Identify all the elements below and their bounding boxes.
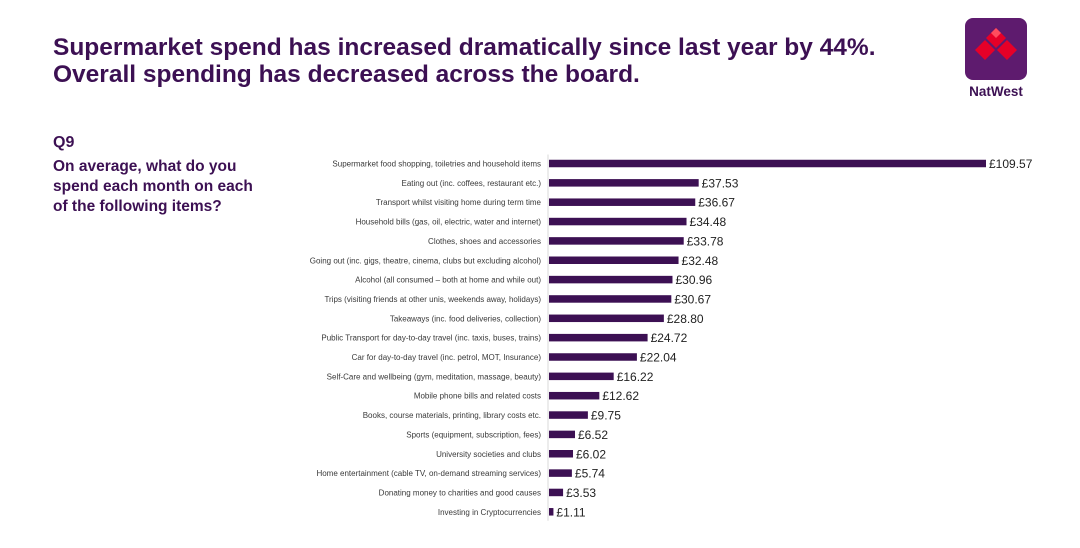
data-label: £34.48 <box>690 215 727 229</box>
bar <box>549 275 673 284</box>
bar <box>549 256 679 264</box>
data-label: £22.04 <box>640 351 677 365</box>
data-label: £109.57 <box>989 157 1033 171</box>
question-text: On average, what do you spend each month… <box>53 158 253 215</box>
category-label: Car for day-to-day travel (inc. petrol, … <box>352 353 542 362</box>
natwest-cubes-icon <box>965 18 1027 80</box>
category-label: Sports (equipment, subscription, fees) <box>406 430 541 439</box>
data-label: £28.80 <box>667 312 704 326</box>
bar <box>549 372 614 381</box>
category-label: Investing in Cryptocurrencies <box>438 508 541 517</box>
category-label: Public Transport for day-to-day travel (… <box>321 334 541 343</box>
bar <box>549 198 696 206</box>
category-label: Mobile phone bills and related costs <box>414 392 541 401</box>
bar <box>549 430 576 439</box>
category-label: Transport whilst visiting home during te… <box>376 198 542 207</box>
bar <box>549 508 554 516</box>
natwest-logo: NatWest <box>962 18 1030 99</box>
bar <box>549 391 600 400</box>
category-label: Trips (visiting friends at other unis, w… <box>324 295 541 304</box>
data-label: £32.48 <box>682 254 719 268</box>
category-label: Home entertainment (cable TV, on-demand … <box>316 469 541 478</box>
data-label: £24.72 <box>651 331 688 345</box>
brand-name: NatWest <box>969 84 1023 99</box>
bar <box>549 450 574 458</box>
data-label: £33.78 <box>687 234 724 248</box>
data-label: £16.22 <box>617 370 654 384</box>
data-label: £9.75 <box>591 409 621 423</box>
data-label: £12.62 <box>602 389 639 403</box>
category-label: Alcohol (all consumed – both at home and… <box>355 276 541 285</box>
data-label: £30.96 <box>675 273 712 287</box>
bar <box>549 179 699 187</box>
bar <box>549 411 588 419</box>
category-label: Clothes, shoes and accessories <box>428 237 541 246</box>
data-label: £36.67 <box>698 196 735 210</box>
data-label: £30.67 <box>674 292 711 306</box>
category-label: Books, course materials, printing, libra… <box>363 411 541 420</box>
data-label: £6.02 <box>576 447 606 461</box>
bar <box>549 237 684 245</box>
bar <box>549 488 564 497</box>
data-label: £1.11 <box>556 505 585 519</box>
bar <box>549 295 672 303</box>
category-label: Self-Care and wellbeing (gym, meditation… <box>327 372 542 381</box>
data-label: £37.53 <box>702 176 739 190</box>
headline: Supermarket spend has increased dramatic… <box>53 34 933 88</box>
bar <box>549 314 664 323</box>
bar <box>549 353 637 361</box>
category-label: Supermarket food shopping, toiletries an… <box>332 160 541 169</box>
category-label: Donating money to charities and good cau… <box>379 488 541 497</box>
headline-line-1: Supermarket spend has increased dramatic… <box>53 34 876 61</box>
data-label: £3.53 <box>566 486 596 500</box>
question-number: Q9 <box>53 134 75 151</box>
data-label: £6.52 <box>578 428 608 442</box>
bar <box>549 333 648 342</box>
bar <box>549 159 986 168</box>
category-label: University societies and clubs <box>436 450 541 459</box>
category-label: Going out (inc. gigs, theatre, cinema, c… <box>310 256 542 265</box>
headline-line-2: Overall spending has decreased across th… <box>53 61 640 88</box>
category-label: Eating out (inc. coffees, restaurant etc… <box>402 179 542 188</box>
category-label: Takeaways (inc. food deliveries, collect… <box>390 314 542 323</box>
bar <box>549 469 572 477</box>
category-label: Household bills (gas, oil, electric, wat… <box>356 218 542 227</box>
data-label: £5.74 <box>575 467 605 481</box>
bar <box>549 217 687 226</box>
